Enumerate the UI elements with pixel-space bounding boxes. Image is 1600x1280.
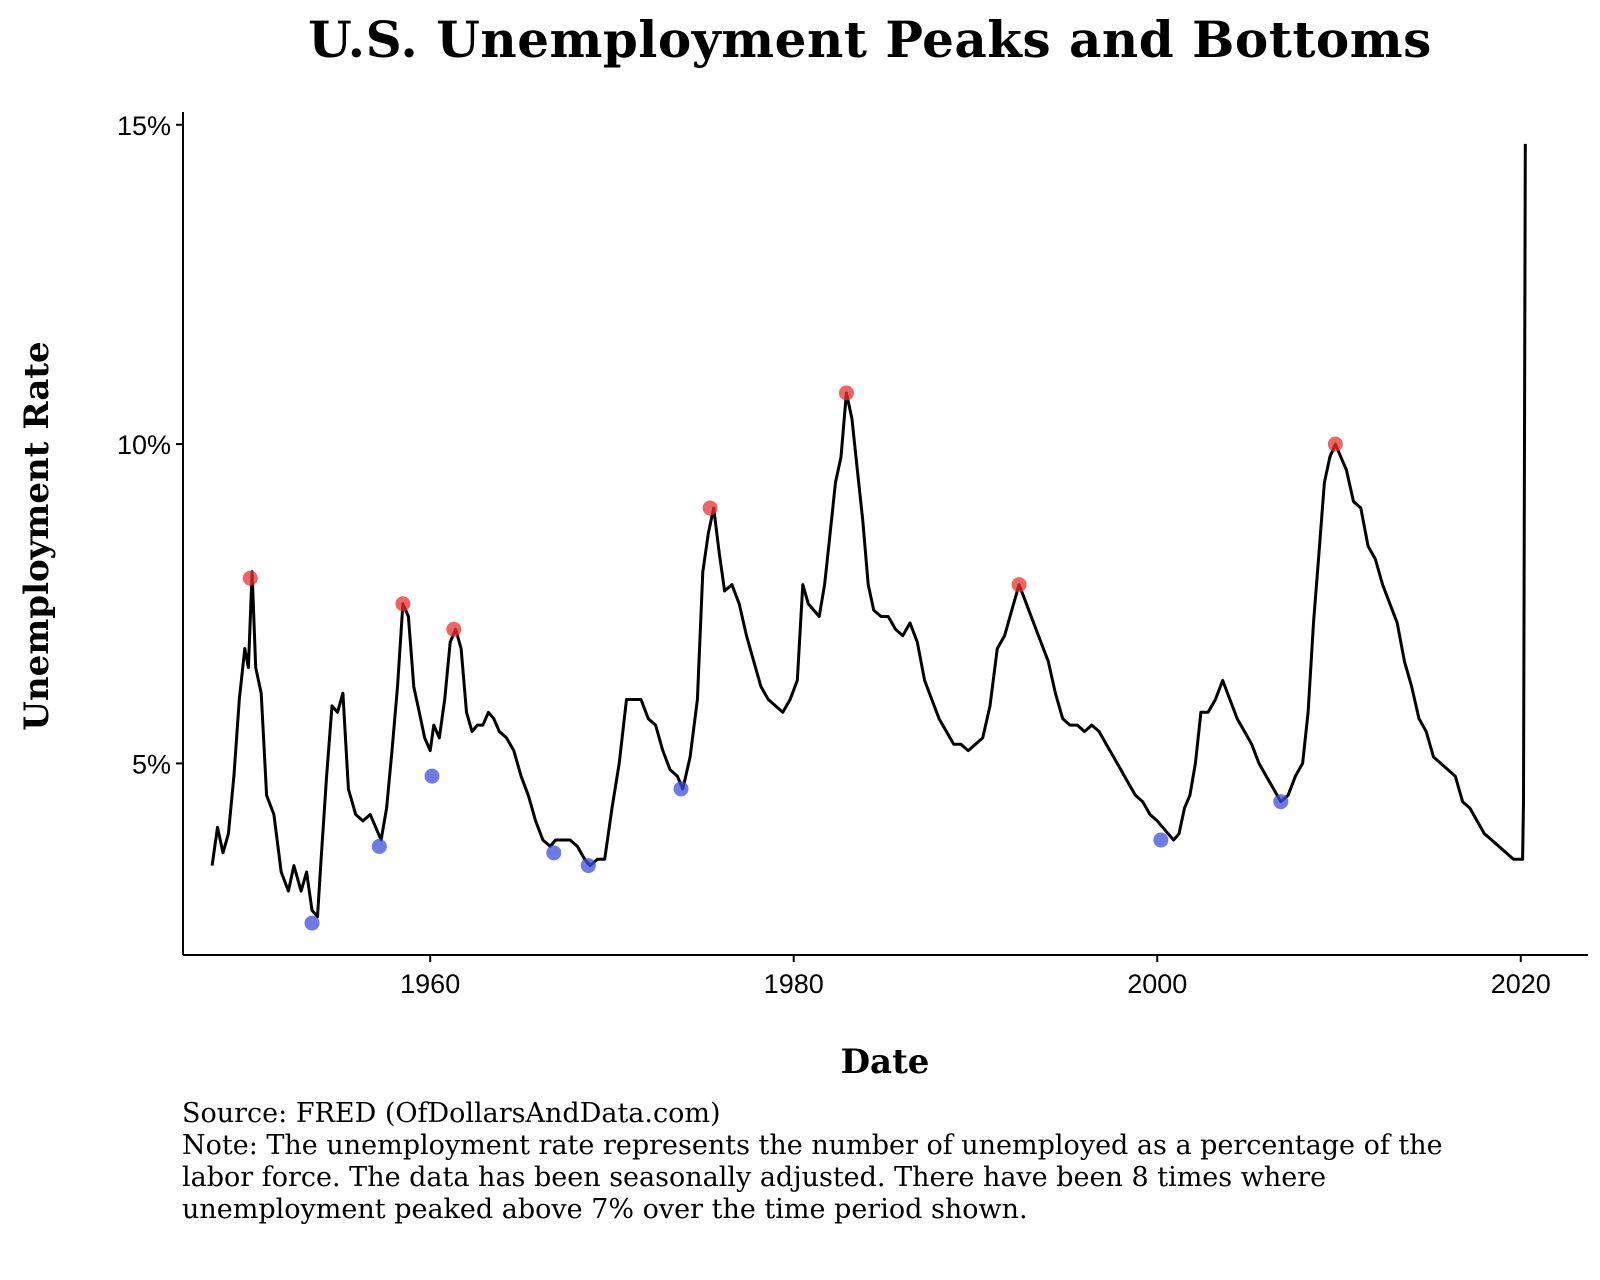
peak-marker: [446, 621, 462, 637]
peak-marker: [1327, 436, 1343, 452]
unemployment-rate-line: [210, 143, 1527, 919]
methodology-note: Note: The unemployment rate represents t…: [182, 1130, 1443, 1225]
peak-marker: [702, 500, 718, 516]
axes: 5% 10% 15% 1960 1980 2000 2020: [117, 111, 1588, 999]
x-tick-label: 1980: [764, 969, 824, 999]
source-note: Source: FRED (OfDollarsAndData.com): [182, 1098, 721, 1129]
peak-marker: [395, 596, 411, 612]
x-tick-label: 2020: [1491, 969, 1551, 999]
bottom-marker: [673, 781, 689, 797]
bottom-marker: [424, 768, 440, 784]
bottom-marker: [1273, 794, 1289, 810]
caption: Source: FRED (OfDollarsAndData.com) Note…: [182, 1098, 1482, 1226]
x-axis-title: Date: [841, 1042, 930, 1080]
x-tick-label: 2000: [1127, 969, 1187, 999]
series-line-layer: [210, 143, 1527, 919]
x-tick-label: 1960: [400, 969, 460, 999]
bottom-marker: [546, 845, 562, 861]
peak-marker: [1011, 577, 1027, 593]
peak-marker: [838, 385, 854, 401]
bottom-marker: [580, 858, 596, 874]
marker-layer: [242, 385, 1343, 931]
peak-marker: [242, 570, 258, 586]
bottom-marker: [371, 838, 387, 854]
y-tick-label: 10%: [117, 430, 171, 460]
chart-canvas: 5% 10% 15% 1960 1980 2000 2020 Date Unemployme…: [17, 111, 1588, 1080]
y-axis-title: Unemployment Rate: [17, 341, 57, 730]
bottom-marker: [1153, 832, 1169, 848]
chart-title: U.S. Unemployment Peaks and Bottoms: [308, 10, 1432, 69]
bottom-marker: [304, 915, 320, 931]
y-tick-label: 5%: [132, 749, 171, 779]
y-tick-label: 15%: [117, 111, 171, 141]
